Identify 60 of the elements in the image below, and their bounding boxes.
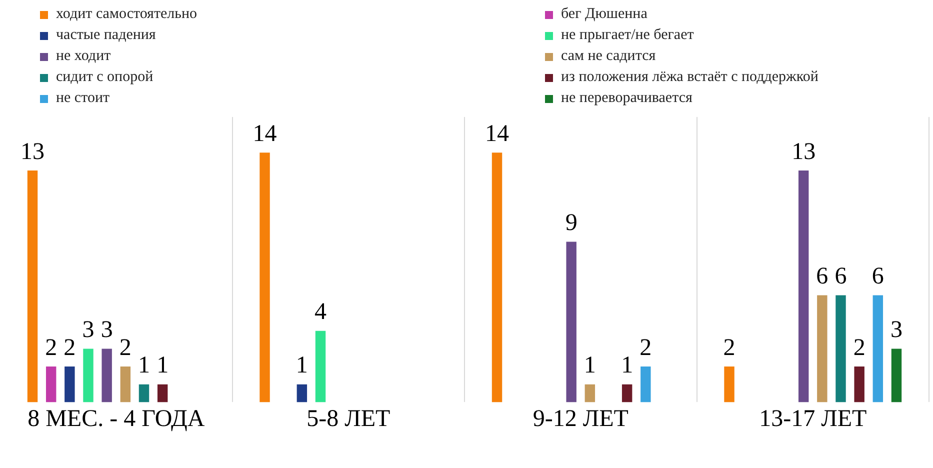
bar (836, 295, 846, 402)
x-tick-label: 5-8 ЛЕТ (306, 406, 391, 432)
data-label: 9 (565, 210, 578, 236)
data-label: 14 (485, 120, 510, 147)
legend-label: не ходит (56, 48, 111, 65)
data-label: 1 (156, 352, 169, 379)
x-tick-label: 9-12 ЛЕТ (532, 406, 629, 432)
bar (83, 348, 94, 402)
data-label: 6 (816, 264, 828, 290)
bar (296, 384, 308, 402)
data-label: 4 (314, 299, 327, 326)
data-label: 13 (792, 138, 816, 165)
legend-label: из положения лёжа встаёт с поддержкой (561, 69, 818, 86)
bar (798, 170, 809, 402)
bar (102, 348, 112, 402)
bar (157, 384, 168, 402)
bar (492, 152, 502, 402)
data-label: 1 (621, 352, 634, 379)
bar (46, 366, 56, 402)
data-label: 6 (834, 264, 847, 290)
legend-label: не переворачивается (561, 90, 692, 107)
bar (27, 170, 38, 402)
data-label: 14 (252, 120, 277, 147)
data-label: 6 (872, 264, 884, 290)
bar (891, 348, 902, 402)
data-label: 1 (296, 352, 308, 379)
data-label: 2 (853, 334, 866, 361)
bar (854, 366, 864, 402)
bar (315, 330, 326, 402)
bar (640, 366, 651, 402)
bar (64, 366, 75, 402)
data-label: 2 (45, 334, 58, 361)
data-label: 2 (64, 334, 76, 361)
x-tick-label: 13-17 ЛЕТ (759, 406, 868, 432)
legend-label: частые падения (56, 27, 156, 44)
legend-label: сам не садится (561, 48, 656, 65)
bar (260, 152, 270, 402)
bar (724, 366, 734, 402)
data-label: 13 (20, 138, 45, 165)
bar (584, 384, 596, 402)
legend-label: ходит самостоятельно (56, 6, 198, 23)
legend-label: не стоит (56, 90, 110, 107)
data-label: 2 (119, 334, 132, 361)
bar (138, 384, 150, 402)
data-label: 2 (640, 334, 652, 361)
data-label: 3 (890, 317, 902, 344)
legend-label: сидит с опорой (56, 69, 154, 86)
bar (622, 384, 632, 402)
bar (120, 366, 131, 402)
x-tick-label: 8 МЕС. - 4 ГОДА (28, 406, 206, 432)
data-label: 1 (584, 352, 596, 379)
data-label: 2 (723, 334, 736, 361)
data-label: 3 (100, 317, 113, 344)
bar (817, 295, 828, 402)
legend-label: бег Дюшенна (561, 6, 648, 23)
legend-label: не прыгает/не бегает (561, 27, 694, 44)
data-label: 3 (82, 317, 94, 344)
bar (566, 242, 576, 402)
data-label: 1 (138, 352, 150, 379)
bar (872, 295, 884, 402)
